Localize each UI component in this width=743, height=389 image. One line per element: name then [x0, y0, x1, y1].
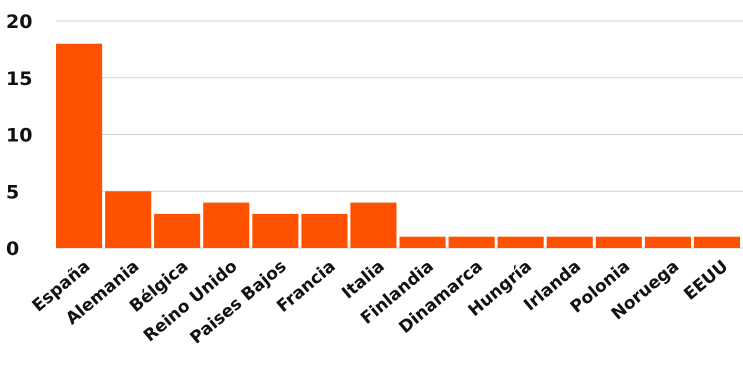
bar	[105, 191, 152, 249]
bar	[546, 236, 593, 248]
bar	[56, 43, 103, 249]
bars	[56, 43, 740, 249]
y-axis-ticks: 0 5 10 15 20	[6, 11, 32, 260]
bar	[693, 236, 740, 248]
bar	[252, 213, 299, 248]
y-tick-label: 10	[6, 125, 32, 147]
y-tick-label: 15	[6, 68, 32, 90]
y-tick-label: 20	[6, 11, 32, 33]
bar	[203, 202, 250, 248]
bar	[350, 202, 397, 248]
y-tick-label: 5	[6, 181, 19, 203]
bar	[448, 236, 495, 248]
bar	[154, 213, 201, 248]
y-tick-label: 0	[6, 238, 19, 260]
bar	[644, 236, 691, 248]
bar	[595, 236, 642, 248]
bar	[399, 236, 446, 248]
bar	[497, 236, 544, 248]
bar	[301, 213, 348, 248]
x-tick-label: EEUU	[680, 257, 732, 305]
